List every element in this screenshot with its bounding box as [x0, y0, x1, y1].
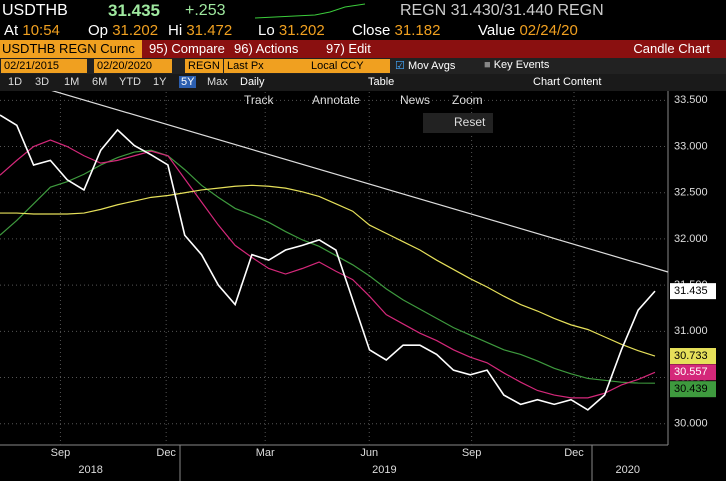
period-button[interactable]: 1D	[8, 76, 23, 88]
edit-button[interactable]: 97) Edit	[322, 41, 375, 57]
x-tick-label: Jun	[360, 447, 378, 459]
period-bar: 1D 3D 1M 6M YTD 1Y 5Y Max Daily Table Chart Conten…	[0, 74, 726, 91]
compare-button[interactable]: 95) Compare	[145, 41, 229, 57]
mov-avgs-label: Mov Avgs	[407, 60, 456, 72]
series-line	[0, 114, 656, 411]
tool-button[interactable]: Track	[244, 93, 275, 107]
start-date[interactable]: 02/21/2015	[1, 59, 87, 73]
series-line	[0, 184, 656, 357]
last-value-box	[670, 283, 716, 300]
stat: Op 31.202	[88, 22, 158, 39]
settings-bar: 02/21/2015 02/20/2020 REGN Last Px Local…	[0, 58, 726, 74]
stat-label: Lo	[258, 22, 275, 39]
toolbar: USDTHB REGN Curnc 95) Compare 96) Action…	[0, 40, 726, 58]
series-line	[0, 139, 656, 399]
stat: At 10:54	[4, 22, 60, 39]
end-date[interactable]: 02/20/2020	[94, 59, 172, 73]
year-label: 2018	[78, 464, 102, 476]
year-label: 2019	[372, 464, 396, 476]
stat: Hi 31.472	[168, 22, 232, 39]
quote-bar: USDTHB 31.435 +.253 REGN 31.430/31.440 R…	[0, 0, 726, 22]
period-button[interactable]: 1Y	[153, 76, 167, 88]
frequency[interactable]: Daily	[240, 76, 265, 88]
x-tick-label: Dec	[564, 447, 584, 459]
period-button[interactable]: 5Y	[179, 76, 197, 88]
tool-button[interactable]: News	[400, 93, 430, 107]
stat-value: 31.202	[278, 22, 325, 39]
stat: Lo 31.202	[258, 22, 325, 39]
stat-value: 02/24/20	[519, 22, 578, 39]
stats-bar: At 10:54 Op 31.202 Hi 31.472 Lo 31.202 Close…	[0, 21, 726, 40]
period-button[interactable]: 3D	[35, 76, 50, 88]
tool-button[interactable]: Zoom	[452, 93, 483, 107]
stat: Value 02/24/20	[478, 22, 578, 39]
currency[interactable]: Local CCY	[308, 59, 390, 73]
last-value-label: 30.557	[674, 366, 708, 378]
period-button[interactable]: 1M	[64, 76, 80, 88]
stat-value: 31.472	[186, 22, 233, 39]
field[interactable]: Last Px	[224, 59, 308, 73]
stat-label: Value	[478, 22, 516, 39]
y-tick-label: 33.000	[674, 140, 708, 152]
last-value-label: 30.439	[674, 383, 708, 395]
chart-content[interactable]: Chart Content	[533, 76, 602, 88]
period-button[interactable]: 6M	[92, 76, 108, 88]
stat: Close 31.182	[352, 22, 440, 39]
stat-label: Close	[352, 22, 391, 39]
source[interactable]: REGN	[185, 59, 223, 73]
ticker: USDTHB	[2, 2, 68, 19]
spark-line	[255, 3, 365, 19]
stat-label: Hi	[168, 22, 183, 39]
x-tick-label: Sep	[51, 447, 71, 459]
period-button[interactable]: YTD	[119, 76, 141, 88]
quote: REGN 31.430/31.440 REGN	[400, 2, 604, 19]
last-value-box	[670, 348, 716, 365]
stat-value: 31.202	[112, 22, 159, 39]
chart: 30.00030.50031.00031.50032.00032.50033.0…	[0, 91, 716, 481]
sparkline	[255, 3, 365, 19]
key-events-label: Key Events	[493, 59, 550, 71]
mov-avgs[interactable]: ☑ Mov Avgs	[395, 60, 456, 72]
x-tick-label: Sep	[462, 447, 482, 459]
stat-label: Op	[88, 22, 109, 39]
y-tick-label: 32.500	[674, 187, 708, 199]
period-button[interactable]: Max	[207, 76, 228, 88]
stat-label: At	[4, 22, 19, 39]
change: +.253	[185, 2, 226, 19]
year-label: 2020	[615, 464, 639, 476]
y-tick-label: 30.000	[674, 418, 708, 430]
tool-button[interactable]: Annotate	[312, 93, 360, 107]
actions-button[interactable]: 96) Actions	[230, 41, 303, 57]
tool-button[interactable]: Reset	[454, 115, 486, 129]
table-button[interactable]: Table	[368, 76, 395, 88]
last-value-label: 31.435	[674, 285, 708, 297]
y-tick-label: 32.000	[674, 233, 708, 245]
price: 31.435	[108, 1, 160, 20]
view-title: Candle Chart	[633, 41, 710, 56]
last-value-label: 30.733	[674, 350, 708, 362]
last-value-box	[670, 364, 716, 381]
stat-value: 31.182	[394, 22, 441, 39]
stat-value: 10:54	[22, 22, 60, 39]
reset-button-bg	[423, 113, 493, 133]
x-tick-label: Dec	[156, 447, 176, 459]
last-value-box	[670, 381, 716, 398]
x-tick-label: Mar	[256, 447, 275, 459]
y-tick-label: 31.000	[674, 325, 708, 337]
y-tick-label: 33.500	[674, 94, 708, 106]
security-field[interactable]: USDTHB REGN Curnc	[0, 40, 142, 58]
key-events[interactable]: ■ Key Events	[484, 59, 550, 71]
trend-line	[51, 91, 669, 273]
